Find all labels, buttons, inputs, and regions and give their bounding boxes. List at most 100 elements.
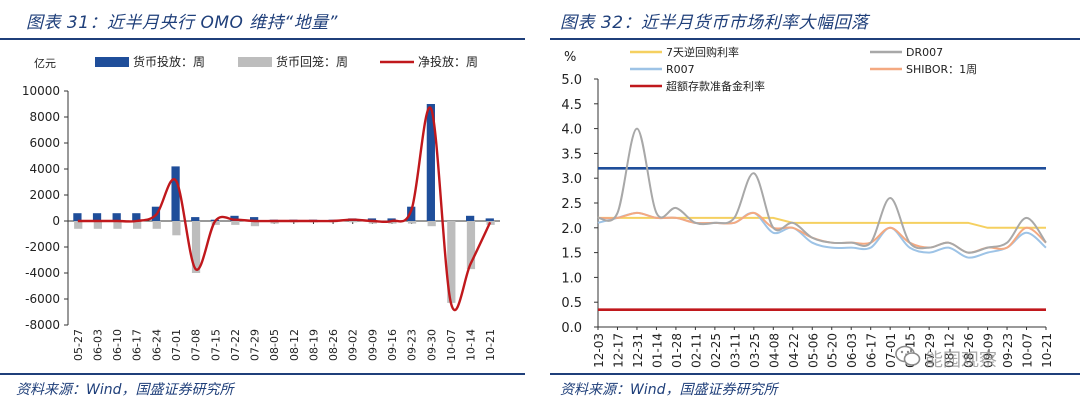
bar-withdrawal bbox=[447, 221, 456, 303]
y-tick-label: 6000 bbox=[29, 136, 60, 150]
right-source-note: 资料来源：Wind，国盛证券研究所 bbox=[560, 382, 778, 398]
y-tick-label: -2000 bbox=[25, 240, 60, 254]
y-tick-label: 2000 bbox=[29, 188, 60, 202]
legend-label: 净投放：周 bbox=[418, 54, 478, 69]
x-tick-label: 08-05 bbox=[268, 329, 281, 361]
bar-withdrawal bbox=[133, 221, 142, 229]
y-tick-label: 0.5 bbox=[561, 296, 582, 311]
y-tick-label: 0 bbox=[52, 214, 60, 228]
x-tick-label: 07-15 bbox=[209, 329, 222, 361]
legend-swatch bbox=[95, 57, 129, 67]
bar-withdrawal bbox=[113, 221, 122, 229]
x-tick-label: 07-01 bbox=[170, 329, 183, 361]
legend-label: R007 bbox=[666, 63, 695, 76]
x-tick-label: 06-10 bbox=[111, 329, 124, 361]
bar-withdrawal bbox=[466, 221, 476, 270]
y-tick-label: 5.0 bbox=[561, 73, 582, 88]
y-tick-label: 4.0 bbox=[561, 123, 582, 138]
x-tick-label: 02-11 bbox=[689, 333, 703, 368]
title-divider bbox=[550, 38, 1080, 40]
bar-withdrawal bbox=[388, 221, 397, 224]
x-tick-label: 03-11 bbox=[728, 333, 742, 368]
x-tick-label: 08-12 bbox=[943, 333, 957, 368]
x-tick-label: 04-08 bbox=[767, 333, 781, 368]
x-tick-label: 08-19 bbox=[307, 329, 320, 361]
x-tick-label: 07-29 bbox=[923, 333, 937, 368]
x-tick-label: 12-03 bbox=[592, 333, 606, 368]
bar-injection bbox=[230, 215, 239, 221]
x-tick-label: 06-03 bbox=[845, 333, 859, 368]
x-tick-label: 05-20 bbox=[826, 333, 840, 368]
y-tick-label: 2.0 bbox=[561, 222, 582, 237]
x-tick-label: 09-09 bbox=[982, 333, 996, 368]
x-tick-label: 10-21 bbox=[484, 329, 497, 361]
bar-withdrawal bbox=[191, 221, 201, 273]
series-line bbox=[597, 127, 1047, 254]
x-tick-label: 07-08 bbox=[190, 329, 203, 361]
bar-injection bbox=[367, 218, 377, 221]
x-tick-label: 08-12 bbox=[288, 329, 301, 361]
x-tick-label: 07-29 bbox=[249, 329, 262, 361]
x-tick-label: 06-17 bbox=[865, 333, 879, 368]
x-tick-label: 07-22 bbox=[229, 329, 242, 361]
x-tick-label: 06-03 bbox=[91, 329, 104, 361]
bar-withdrawal bbox=[93, 221, 102, 229]
legend-swatch bbox=[238, 57, 272, 67]
rates-chart: % 0.0 0.5 1.0 1.5 2.0 2.5 3.0 3.5 4.0 4.5 5.0 12-03 1… bbox=[561, 45, 1054, 368]
bar-withdrawal bbox=[368, 221, 377, 224]
y-axis-unit: % bbox=[564, 50, 576, 65]
y-tick-label: 8000 bbox=[29, 110, 60, 124]
source-divider bbox=[0, 373, 525, 375]
bar-withdrawal bbox=[427, 221, 436, 227]
bar-withdrawal bbox=[211, 221, 220, 225]
bar-withdrawal bbox=[270, 221, 279, 224]
x-tick-label: 02-25 bbox=[709, 333, 723, 368]
left-chart-panel: 图表 31：近半月央行 OMO 维持“地量” 亿元 -8000 -6000 -4000… bbox=[0, 0, 525, 407]
x-tick-label: 01-28 bbox=[670, 333, 684, 368]
bar-injection bbox=[407, 206, 416, 221]
series-line bbox=[598, 216, 1046, 229]
x-tick-label: 06-17 bbox=[131, 329, 144, 361]
x-tick-label: 05-27 bbox=[72, 329, 85, 361]
bar-injection bbox=[92, 213, 102, 221]
bar-withdrawal bbox=[349, 221, 358, 223]
y-tick-label: -4000 bbox=[25, 266, 60, 280]
y-tick-label: 4000 bbox=[29, 162, 60, 176]
bar-injection bbox=[485, 218, 494, 221]
x-tick-label: 09-23 bbox=[406, 329, 419, 361]
legend-label: 货币投放：周 bbox=[133, 54, 205, 69]
y-tick-label: 1.0 bbox=[561, 271, 582, 286]
left-chart-title: 图表 31：近半月央行 OMO 维持“地量” bbox=[26, 13, 338, 33]
bar-injection bbox=[171, 166, 180, 221]
bar-injection bbox=[387, 218, 396, 221]
right-chart-title: 图表 32：近半月货币市场利率大幅回落 bbox=[560, 13, 869, 33]
watermark-text: 能园观察 bbox=[925, 350, 997, 371]
bar-injection bbox=[426, 104, 435, 221]
y-tick-label: 10000 bbox=[22, 84, 60, 98]
x-tick-label: 05-06 bbox=[806, 333, 820, 368]
bar-withdrawal bbox=[231, 221, 240, 225]
x-tick-label: 09-30 bbox=[425, 329, 438, 361]
y-tick-label: 1.5 bbox=[561, 247, 582, 262]
bar-injection bbox=[112, 213, 121, 221]
y-tick-label: -8000 bbox=[25, 318, 60, 332]
legend-label: 7天逆回购利率 bbox=[666, 45, 739, 59]
x-tick-label: 09-16 bbox=[386, 329, 399, 361]
bar-withdrawal bbox=[250, 221, 260, 227]
x-tick-label: 07-01 bbox=[884, 333, 898, 368]
net-injection-line bbox=[77, 106, 492, 312]
legend-label: DR007 bbox=[906, 46, 943, 59]
wechat-icon bbox=[895, 345, 921, 366]
legend-label: 货币回笼：周 bbox=[276, 54, 348, 69]
bar-injection bbox=[250, 217, 259, 221]
y-tick-label: -6000 bbox=[25, 292, 60, 306]
x-tick-label: 10-07 bbox=[1021, 333, 1035, 368]
bar-withdrawal bbox=[407, 221, 417, 224]
bar-withdrawal bbox=[74, 221, 83, 229]
omo-chart: 亿元 -8000 -6000 -4000 -2000 0 2000 4000 6000 8000 1… bbox=[22, 54, 500, 361]
x-tick-label: 10-07 bbox=[445, 329, 458, 361]
y-tick-label: 2.5 bbox=[561, 197, 582, 212]
x-tick-label: 12-17 bbox=[611, 333, 625, 368]
x-tick-label: 09-02 bbox=[347, 329, 360, 361]
x-tick-label: 09-09 bbox=[366, 329, 379, 361]
